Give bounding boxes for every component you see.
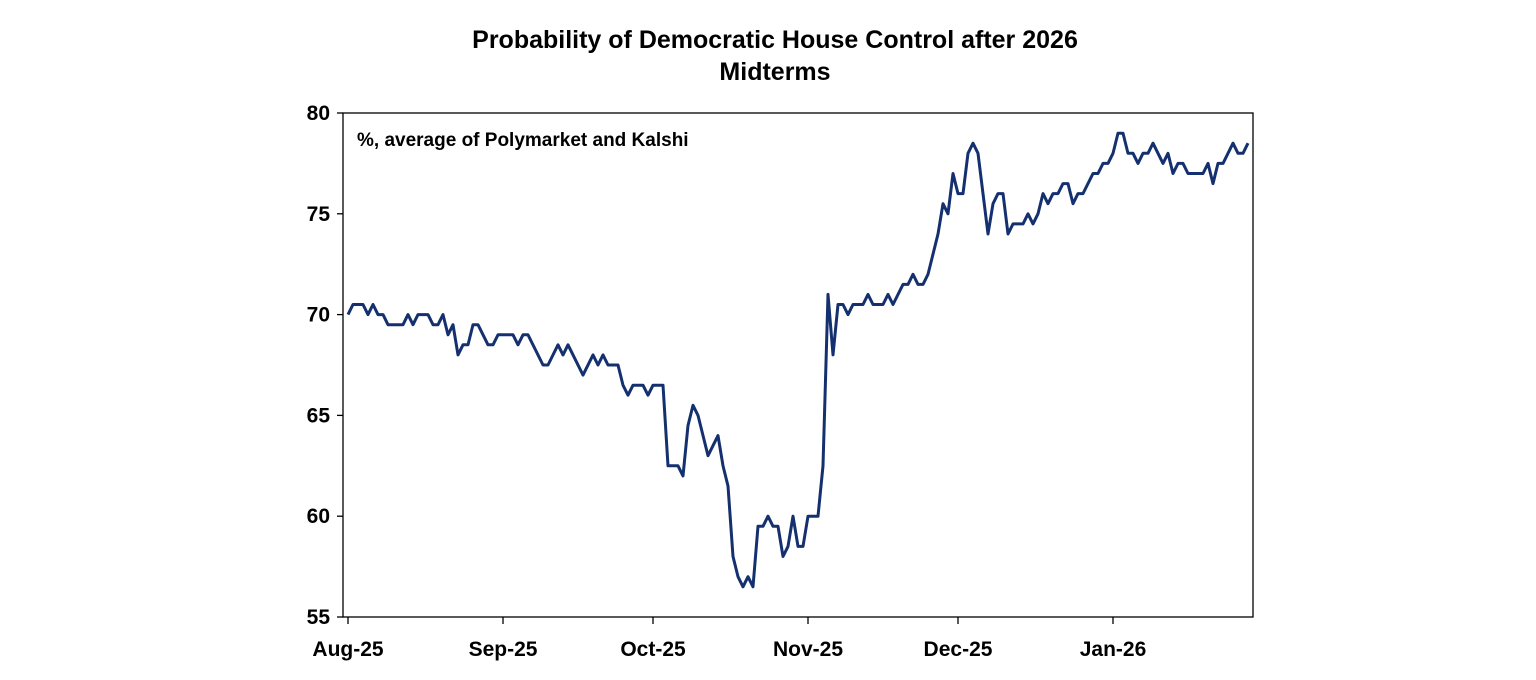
chart-title-line2: Midterms (719, 58, 831, 86)
x-tick-label: Oct-25 (620, 638, 686, 661)
y-tick-label: 55 (307, 606, 331, 629)
y-tick-label: 65 (307, 404, 331, 427)
x-tick-label: Aug-25 (312, 638, 383, 661)
plot-frame (342, 112, 1254, 618)
x-tick-label: Jan-26 (1080, 638, 1147, 661)
y-tick-label: 75 (307, 203, 331, 226)
y-tick-label: 80 (307, 102, 330, 125)
x-tick-label: Dec-25 (924, 638, 993, 661)
x-tick-label: Nov-25 (773, 638, 843, 661)
chart-title: Probability of Democratic House Control … (472, 26, 1078, 54)
x-tick-label: Sep-25 (469, 638, 538, 661)
y-tick-label: 60 (307, 505, 330, 528)
y-tick-label: 70 (307, 304, 330, 327)
series-line (346, 131, 1250, 589)
chart-annotation: %, average of Polymarket and Kalshi (357, 130, 689, 151)
